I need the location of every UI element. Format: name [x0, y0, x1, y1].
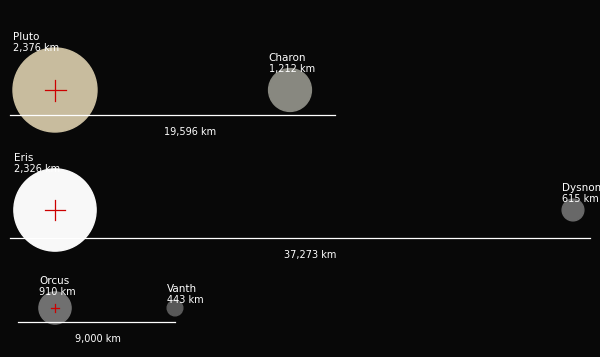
Text: Pluto: Pluto	[13, 32, 40, 42]
Circle shape	[167, 300, 183, 316]
Text: 1,212 km: 1,212 km	[269, 64, 315, 74]
Circle shape	[269, 69, 311, 111]
Text: Vanth: Vanth	[167, 284, 197, 294]
Circle shape	[14, 169, 96, 251]
Circle shape	[13, 48, 97, 132]
Text: 9,000 km: 9,000 km	[75, 334, 121, 344]
Text: Dysnomia: Dysnomia	[562, 183, 600, 193]
Text: 2,326 km: 2,326 km	[14, 164, 60, 174]
Text: 2,376 km: 2,376 km	[13, 43, 59, 53]
Text: 615 km: 615 km	[562, 194, 599, 204]
Text: 910 km: 910 km	[39, 287, 76, 297]
Circle shape	[562, 199, 584, 221]
Text: Charon: Charon	[269, 52, 306, 62]
Text: 443 km: 443 km	[167, 295, 204, 305]
Text: Orcus: Orcus	[39, 276, 69, 286]
Text: 37,273 km: 37,273 km	[284, 250, 336, 260]
Circle shape	[39, 292, 71, 324]
Text: Eris: Eris	[14, 153, 33, 163]
Text: 19,596 km: 19,596 km	[164, 127, 216, 137]
